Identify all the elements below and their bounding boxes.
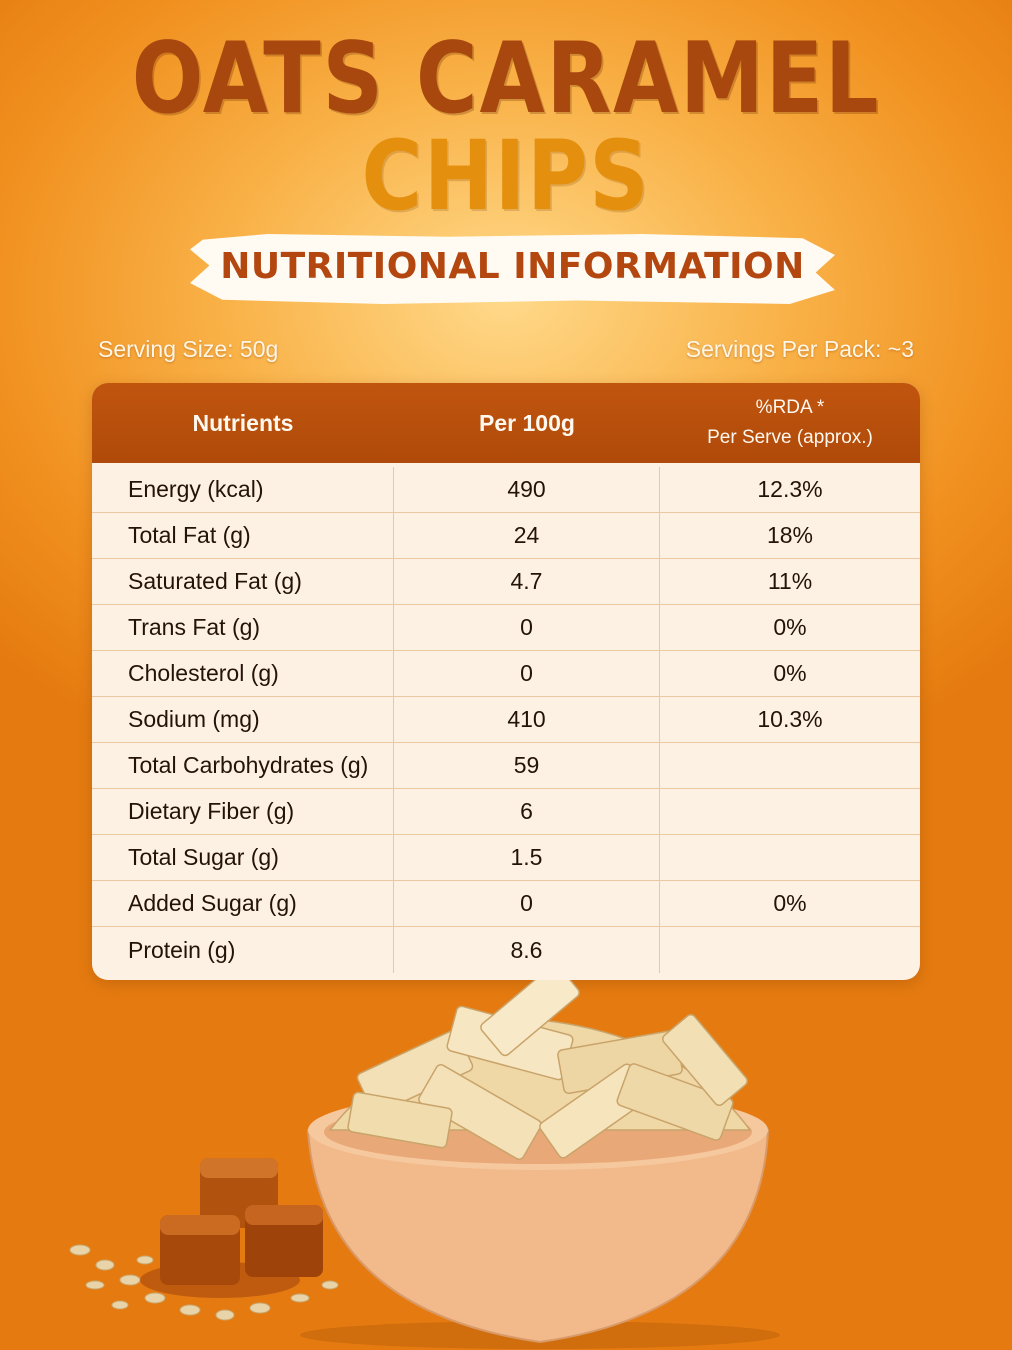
rda-value: 0% xyxy=(773,614,807,640)
nutrient-name: Added Sugar (g) xyxy=(92,881,394,926)
table-row: Trans Fat (g) 0 0% xyxy=(92,605,920,651)
nutrient-name: Saturated Fat (g) xyxy=(92,559,394,604)
per-100g-value: 490 xyxy=(394,467,660,512)
header-per-100g: Per 100g xyxy=(479,409,575,436)
per-100g-value: 410 xyxy=(394,697,660,742)
table-row: Total Carbohydrates (g) 59 xyxy=(92,743,920,789)
product-title-line2: CHIPS xyxy=(361,120,651,232)
table-row: Sodium (mg) 410 10.3% xyxy=(92,697,920,743)
table-header: Nutrients Per 100g %RDA * Per Serve (app… xyxy=(92,383,920,463)
nutrient-name: Total Carbohydrates (g) xyxy=(92,743,394,788)
rda-value: 11% xyxy=(767,568,813,594)
nutrient-name: Protein (g) xyxy=(92,927,394,973)
table-row: Dietary Fiber (g) 6 xyxy=(92,789,920,835)
table-row: Energy (kcal) 490 12.3% xyxy=(92,467,920,513)
table-row: Total Sugar (g) 1.5 xyxy=(92,835,920,881)
rda-value: 12.3% xyxy=(757,476,823,502)
table-row: Total Fat (g) 24 18% xyxy=(92,513,920,559)
rda-value: 0% xyxy=(773,890,807,916)
per-100g-value: 0 xyxy=(394,605,660,650)
header-rda-line1: %RDA * xyxy=(755,397,825,418)
banner-brushstroke xyxy=(190,234,835,304)
nutrient-name: Cholesterol (g) xyxy=(92,651,394,696)
rda-value xyxy=(660,789,920,834)
rda-value xyxy=(660,743,920,788)
nutrition-table: Nutrients Per 100g %RDA * Per Serve (app… xyxy=(92,383,920,980)
per-100g-value: 6 xyxy=(394,789,660,834)
chips-bowl-illustration xyxy=(69,980,780,1349)
header-nutrients: Nutrients xyxy=(192,409,294,436)
per-100g-value: 0 xyxy=(394,651,660,696)
caramel-cubes xyxy=(160,1158,323,1285)
serving-size: Serving Size: 50g xyxy=(98,336,279,362)
per-100g-value: 0 xyxy=(394,881,660,926)
per-100g-value: 24 xyxy=(394,513,660,558)
table-body: Energy (kcal) 490 12.3% Total Fat (g) 24 18% S… xyxy=(92,463,920,973)
table-row: Saturated Fat (g) 4.7 11% xyxy=(92,559,920,605)
nutrient-name: Total Fat (g) xyxy=(92,513,394,558)
table-row: Cholesterol (g) 0 0% xyxy=(92,651,920,697)
rda-value: 18% xyxy=(766,522,814,548)
header-rda: %RDA * Per Serve (approx.) xyxy=(660,383,920,463)
rda-value: 10.3% xyxy=(757,706,823,732)
product-title-line1: OATS CARAMEL xyxy=(131,22,881,136)
banner-heading: NUTRITIONAL INFORMATION xyxy=(220,246,805,287)
table-row: Protein (g) 8.6 xyxy=(92,927,920,973)
chips-pile xyxy=(328,980,752,1160)
per-100g-value: 8.6 xyxy=(394,927,660,973)
servings-per-pack: Servings Per Pack: ~3 xyxy=(685,336,914,362)
header-rda-line2: Per Serve (approx.) xyxy=(707,427,873,448)
nutrient-name: Dietary Fiber (g) xyxy=(92,789,394,834)
nutrient-name: Trans Fat (g) xyxy=(92,605,394,650)
per-100g-value: 59 xyxy=(394,743,660,788)
nutrient-name: Energy (kcal) xyxy=(92,467,394,512)
rda-value xyxy=(660,927,920,973)
rda-value: 0% xyxy=(773,660,807,686)
nutrient-name: Total Sugar (g) xyxy=(92,835,394,880)
nutrient-name: Sodium (mg) xyxy=(92,697,394,742)
table-row: Added Sugar (g) 0 0% xyxy=(92,881,920,927)
per-100g-value: 4.7 xyxy=(394,559,660,604)
per-100g-value: 1.5 xyxy=(394,835,660,880)
rda-value xyxy=(660,835,920,880)
